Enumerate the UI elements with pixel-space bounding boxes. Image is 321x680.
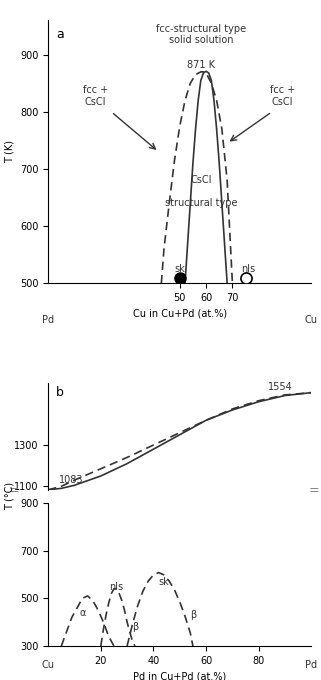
- Text: fcc +
CsCI: fcc + CsCI: [270, 85, 295, 107]
- Text: =: =: [309, 484, 319, 497]
- Text: fcc-structural type
solid solution: fcc-structural type solid solution: [156, 24, 246, 46]
- Text: CsCI

structural type: CsCI structural type: [165, 175, 237, 209]
- Text: Cu: Cu: [305, 315, 318, 325]
- Text: sk: sk: [159, 577, 169, 587]
- X-axis label: Pd in Cu+Pd (at.%): Pd in Cu+Pd (at.%): [133, 671, 226, 680]
- Text: nls: nls: [109, 582, 124, 592]
- Text: nls: nls: [241, 264, 255, 274]
- Text: fcc +
CsCI: fcc + CsCI: [83, 85, 108, 107]
- Text: β: β: [132, 622, 138, 632]
- Text: a: a: [56, 29, 64, 41]
- Text: 1083: 1083: [59, 475, 83, 486]
- Text: Pd: Pd: [305, 660, 317, 670]
- Text: Cu: Cu: [42, 660, 55, 670]
- Text: T (°C): T (°C): [4, 482, 15, 511]
- X-axis label: Cu in Cu+Pd (at.%): Cu in Cu+Pd (at.%): [133, 309, 227, 318]
- Text: 1554: 1554: [268, 382, 293, 392]
- Text: α: α: [79, 608, 86, 617]
- Text: b: b: [56, 386, 64, 399]
- Text: =: =: [9, 484, 19, 497]
- Text: 871 K: 871 K: [187, 60, 215, 70]
- Y-axis label: T (K): T (K): [4, 140, 14, 163]
- Text: β: β: [190, 610, 196, 620]
- Text: Pd: Pd: [42, 315, 54, 325]
- Text: sk: sk: [174, 264, 185, 274]
